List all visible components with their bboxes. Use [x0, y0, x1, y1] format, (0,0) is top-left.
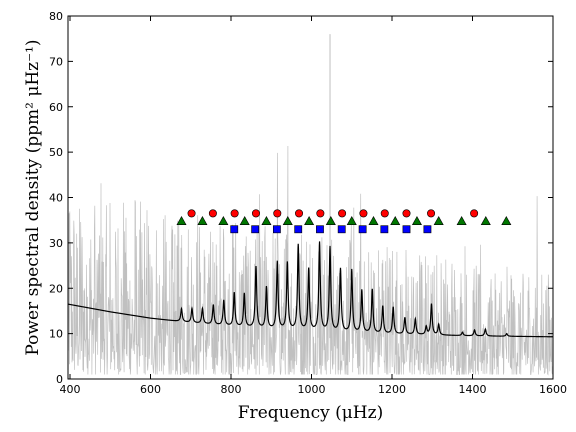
square-marker-6 — [358, 225, 367, 234]
triangle-marker-1 — [197, 215, 208, 225]
triangle-marker-3 — [239, 215, 250, 225]
raw-spectrum-line — [67, 145, 554, 376]
circle-marker-11 — [427, 209, 436, 218]
square-marker-2 — [272, 225, 281, 234]
circle-marker-6 — [316, 209, 325, 218]
circle-marker-1 — [208, 209, 217, 218]
y-tick-label-2: 20 — [49, 282, 63, 295]
y-tick-label-4: 40 — [49, 192, 63, 205]
square-marker-9 — [423, 225, 432, 234]
axis-ticks: 400 600 800 1000 1200 1400 1600 0 10 20 30 40 50 60 70… — [49, 10, 567, 396]
y-tick-label-8: 80 — [49, 10, 63, 23]
triangle-marker-7 — [325, 215, 336, 225]
raw-spectrum-layer — [67, 34, 554, 376]
x-tick-label-3: 1000 — [298, 383, 326, 396]
square-marker-7 — [380, 225, 389, 234]
triangle-marker-14 — [480, 215, 491, 225]
x-tick-label-4: 1200 — [378, 383, 406, 396]
x-tick-label-0: 400 — [60, 383, 81, 396]
triangle-marker-15 — [501, 215, 512, 225]
circle-marker-7 — [338, 209, 347, 218]
y-tick-label-1: 10 — [49, 328, 63, 341]
y-tick-label-0: 0 — [56, 373, 63, 386]
smoothed-fit-line — [67, 241, 553, 338]
y-tick-label-5: 50 — [49, 146, 63, 159]
square-marker-3 — [294, 225, 303, 234]
circle-marker-12 — [470, 209, 479, 218]
square-marker-4 — [316, 225, 324, 234]
square-marker-5 — [337, 225, 346, 234]
circle-marker-9 — [380, 209, 389, 218]
square-marker-1 — [251, 225, 260, 234]
triangle-marker-13 — [456, 215, 467, 225]
triangle-marker-4 — [261, 215, 272, 225]
x-tick-label-2: 800 — [221, 383, 242, 396]
x-tick-label-5: 1400 — [459, 383, 487, 396]
triangle-marker-5 — [282, 215, 293, 225]
triangle-marker-2 — [218, 215, 229, 225]
circle-marker-0 — [187, 209, 196, 218]
circle-marker-8 — [359, 209, 368, 218]
square-marker-8 — [402, 225, 411, 234]
triangle-marker-11 — [411, 215, 422, 225]
triangle-marker-0 — [176, 215, 187, 225]
y-tick-label-7: 70 — [49, 55, 63, 68]
y-axis-label: Power spectral density (ppm² μHz⁻¹) — [23, 39, 43, 355]
circle-marker-4 — [273, 209, 282, 218]
triangle-marker-8 — [346, 215, 357, 225]
x-tick-label-6: 1600 — [539, 383, 567, 396]
circle-marker-2 — [230, 209, 239, 218]
triangle-marker-9 — [368, 215, 379, 225]
circle-marker-3 — [251, 209, 260, 218]
marker-layer — [176, 209, 512, 234]
smoothed-fit-layer — [67, 241, 553, 338]
y-tick-label-3: 30 — [49, 237, 63, 250]
triangle-marker-10 — [390, 215, 401, 225]
y-tick-label-6: 60 — [49, 101, 63, 114]
triangle-marker-12 — [433, 215, 444, 225]
triangle-marker-6 — [304, 215, 315, 225]
square-marker-0 — [230, 225, 239, 234]
circle-marker-10 — [402, 209, 411, 218]
x-axis-label: Frequency (μHz) — [238, 403, 383, 423]
x-tick-label-1: 600 — [140, 383, 161, 396]
circle-marker-5 — [295, 209, 304, 218]
